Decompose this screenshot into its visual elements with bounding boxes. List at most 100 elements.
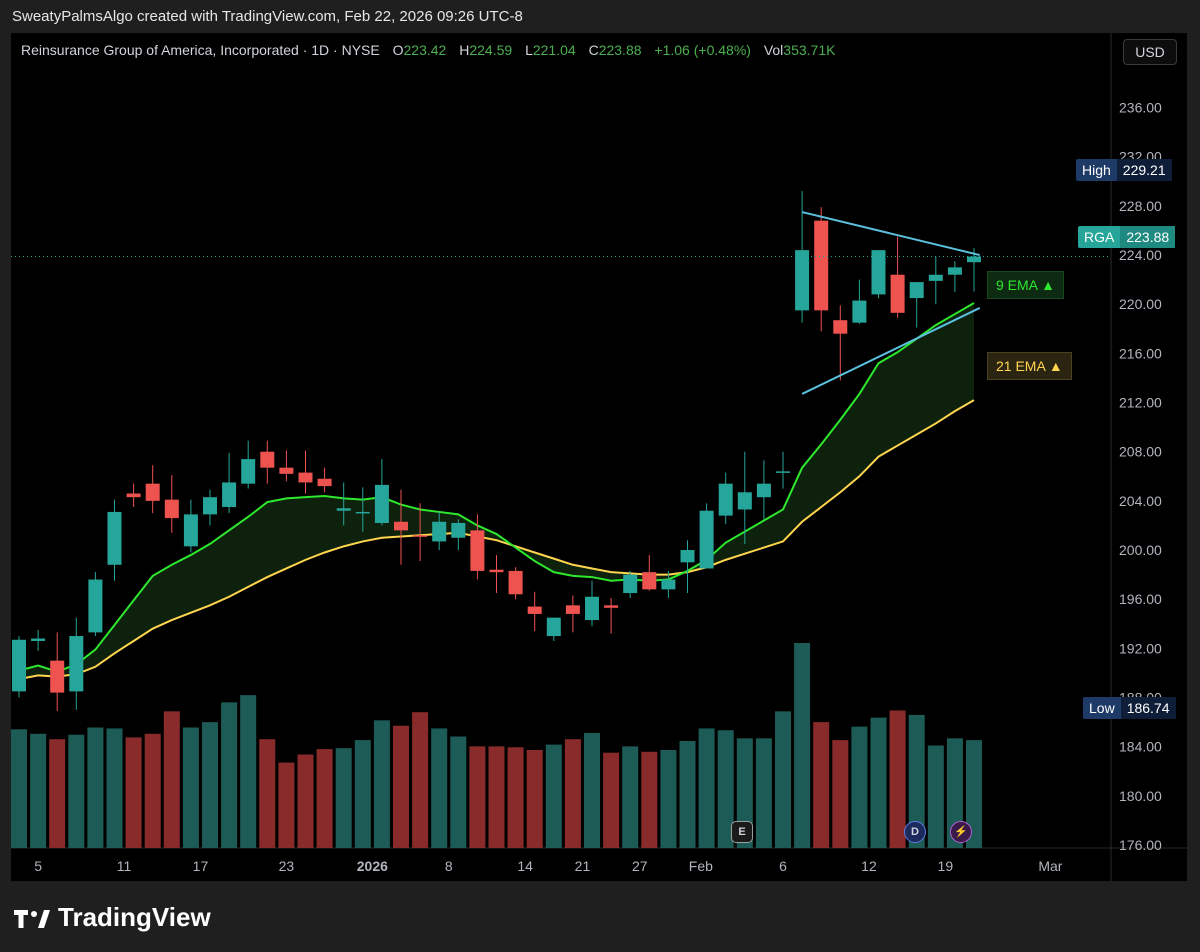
ema21-line <box>18 399 975 681</box>
x-tick-label: 11 <box>117 858 132 874</box>
volume-bar <box>775 711 791 848</box>
y-tick-label: 212.00 <box>1119 395 1162 411</box>
y-tick-label: 208.00 <box>1119 444 1162 460</box>
volume-bar <box>144 733 161 848</box>
y-tick-label: 192.00 <box>1119 640 1162 656</box>
trendline <box>801 307 981 395</box>
ema21-label[interactable]: 21 EMA ▲ <box>987 352 1072 380</box>
candle-body <box>565 605 580 614</box>
volume-bar <box>641 751 658 848</box>
ema9-line <box>18 302 975 673</box>
candle-body <box>164 499 179 519</box>
last-price-tag: RGA 223.88 <box>1078 226 1176 248</box>
last-price-value: 223.88 <box>1120 226 1176 248</box>
candle-body <box>718 483 733 516</box>
y-tick-label: 180.00 <box>1119 788 1162 804</box>
volume-bar <box>163 711 180 848</box>
volume-bar <box>259 739 276 848</box>
tradingview-logo-icon <box>14 910 50 929</box>
legend-open-value: 223.42 <box>403 42 447 58</box>
volume-bar <box>832 740 849 848</box>
volume-bar <box>908 714 925 848</box>
volume-bar <box>507 747 524 848</box>
volume-bar <box>927 745 944 848</box>
ema9-label[interactable]: 9 EMA ▲ <box>987 271 1064 299</box>
legend-volume-label: Vol <box>763 42 784 58</box>
volume-bar <box>660 749 677 848</box>
candle-body <box>31 638 46 641</box>
candle-body <box>374 484 389 523</box>
candle-body <box>604 605 619 608</box>
volume-bar <box>870 717 887 848</box>
candle-body <box>260 451 275 468</box>
x-tick-label: 23 <box>279 858 295 874</box>
candle-body <box>756 483 771 498</box>
candle-body <box>241 459 256 484</box>
earnings-event-icon[interactable]: E <box>731 821 753 843</box>
volume-bar <box>794 643 811 848</box>
volume-bar <box>412 712 429 848</box>
volume-bar <box>966 740 982 848</box>
candle-body <box>451 522 466 538</box>
legend-high-value: 224.59 <box>469 42 513 58</box>
legend-change: +1.06 (+0.48%) <box>654 42 751 58</box>
volume-bar <box>889 710 906 848</box>
volume-bar <box>354 740 371 848</box>
trendline <box>801 211 980 257</box>
x-tick-label: 21 <box>575 858 591 874</box>
x-tick-label: 6 <box>779 858 787 874</box>
high-price-tag: High 229.21 <box>1076 159 1172 181</box>
candle-body <box>928 274 943 281</box>
volume-bar <box>450 736 467 848</box>
volume-bar <box>564 739 581 848</box>
lightning-event-icon[interactable]: ⚡ <box>950 821 972 843</box>
volume-bar <box>106 728 123 848</box>
volume-bar <box>30 733 47 848</box>
x-tick-label: 17 <box>193 858 209 874</box>
candle-body <box>88 579 103 633</box>
symbol-tag: RGA <box>1084 229 1115 245</box>
candle-body <box>871 250 886 295</box>
chart-frame[interactable]: 236.00 232.00 228.00 224.00 220.00 216.00 212.… <box>11 33 1187 881</box>
x-tick-label: 27 <box>632 858 648 874</box>
currency-button[interactable]: USD <box>1123 39 1177 65</box>
candle-body <box>279 467 294 474</box>
y-tick-label: 176.00 <box>1119 837 1162 853</box>
candle-body <box>394 521 408 531</box>
volume-bar <box>221 702 238 848</box>
ema-cloud <box>19 302 974 680</box>
legend-close-value: 223.88 <box>598 42 642 58</box>
y-tick-label: 224.00 <box>1119 247 1162 263</box>
candle-body <box>833 320 848 334</box>
candle-body <box>776 471 790 473</box>
volume-bar <box>526 749 543 848</box>
volume-bar <box>679 741 696 848</box>
candle-body <box>585 596 599 621</box>
price-chart[interactable]: 236.00232.00228.00224.00220.00216.00212.… <box>11 33 1187 881</box>
candle-body <box>909 282 924 299</box>
volume-bar <box>297 754 314 848</box>
candle-body <box>795 250 810 311</box>
dividend-event-icon[interactable]: D <box>904 821 926 843</box>
candle-body <box>413 535 428 537</box>
candle-body <box>69 636 84 692</box>
candle-body <box>890 274 905 313</box>
candle-body <box>947 267 962 275</box>
candle-body <box>126 493 141 498</box>
legend-close-label: C <box>588 42 599 58</box>
low-tag-label: Low <box>1089 700 1115 716</box>
high-tag-value: 229.21 <box>1116 159 1172 181</box>
candle-body <box>508 570 523 595</box>
volume-bar <box>603 752 620 848</box>
x-tick-label: 2026 <box>357 858 388 874</box>
symbol-legend: Reinsurance Group of America, Incorporat… <box>21 42 835 58</box>
x-tick-label: Mar <box>1038 858 1062 874</box>
candle-body <box>623 574 638 594</box>
x-tick-label: 8 <box>445 858 453 874</box>
tradingview-brand: TradingView <box>14 902 211 933</box>
candle-body <box>546 617 561 637</box>
volume-bar <box>584 732 600 848</box>
legend-high-label: H <box>459 42 470 58</box>
candle-body <box>107 511 122 565</box>
volume-bar <box>755 738 772 848</box>
